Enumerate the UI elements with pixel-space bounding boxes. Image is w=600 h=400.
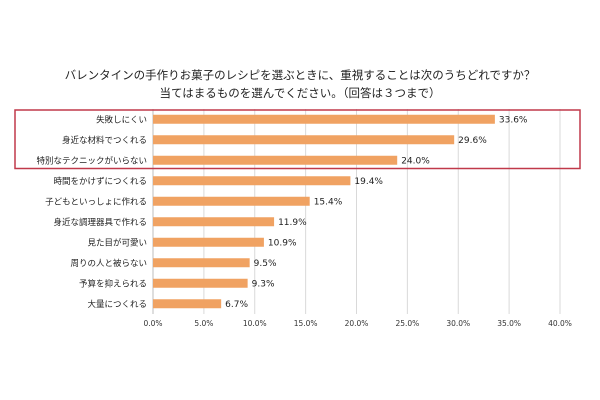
x-tick-label: 40.0% — [548, 319, 572, 328]
chart-title: バレンタインの手作りお菓子のレシピを選ぶときに、重視することは次のうちどれですか… — [64, 68, 536, 82]
bar — [153, 258, 250, 268]
data-label: 9.3% — [252, 279, 275, 289]
data-label: 33.6% — [499, 115, 528, 125]
x-tick-label: 0.0% — [143, 319, 162, 328]
category-label: 時間をかけずにつくれる — [53, 176, 147, 187]
bar — [153, 135, 455, 145]
x-tick-label: 30.0% — [446, 319, 470, 328]
x-tick-label: 20.0% — [345, 319, 369, 328]
x-tick-label: 15.0% — [294, 319, 318, 328]
data-label: 9.5% — [254, 259, 277, 269]
category-label: 大量につくれる — [87, 299, 147, 310]
bar — [153, 217, 275, 227]
x-tick-label: 5.0% — [194, 319, 213, 328]
category-label: 周りの人と被らない — [70, 258, 147, 269]
category-label: 見た目が可愛い — [87, 237, 147, 248]
x-tick-label: 25.0% — [395, 319, 419, 328]
category-label: 失敗しにくい — [96, 114, 147, 125]
x-tick-label: 10.0% — [243, 319, 267, 328]
bar — [153, 196, 310, 206]
highlight-box — [14, 109, 581, 170]
chart-subtitle: 当てはまるものを選んでください。（回答は３つまで） — [159, 86, 441, 100]
bar — [153, 176, 351, 186]
data-label: 15.4% — [314, 197, 343, 207]
data-label: 29.6% — [458, 136, 487, 146]
category-label: 予算を抑えられる — [79, 278, 147, 289]
bar — [153, 299, 222, 309]
data-label: 11.9% — [278, 218, 307, 228]
data-label: 6.7% — [225, 300, 248, 310]
data-label: 24.0% — [401, 156, 430, 166]
category-label: 子どもといっしょに作れる — [45, 196, 147, 207]
data-label: 19.4% — [354, 177, 383, 187]
category-label: 特別なテクニックがいらない — [36, 155, 147, 166]
x-tick-label: 35.0% — [497, 319, 521, 328]
bar — [153, 155, 398, 165]
bar — [153, 114, 495, 124]
data-label: 10.9% — [268, 238, 297, 248]
bar — [153, 278, 248, 288]
category-label: 身近な材料でつくれる — [62, 135, 147, 146]
category-label: 身近な調理器具で作れる — [53, 217, 147, 228]
bar — [153, 237, 264, 247]
